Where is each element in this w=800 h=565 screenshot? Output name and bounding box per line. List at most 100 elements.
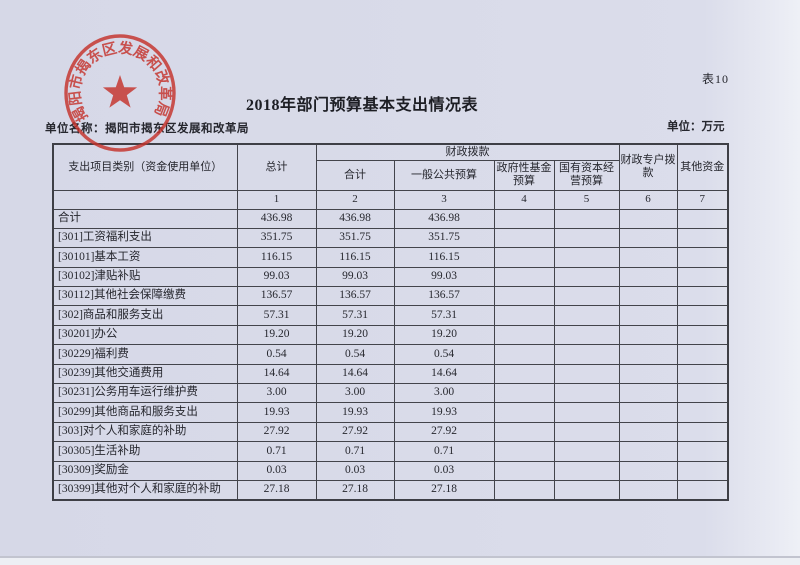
row-value: [553, 266, 620, 288]
row-value: 0.03: [393, 460, 495, 481]
table-number-tag: 表10: [702, 72, 730, 86]
row-label: [302]商品和服务支出: [52, 305, 238, 326]
header-total: 总计: [236, 143, 317, 191]
row-value: 19.20: [315, 324, 395, 346]
row-value: 3.00: [315, 383, 395, 404]
row-value: 57.31: [236, 305, 317, 326]
row-value: 116.15: [393, 247, 495, 268]
column-number: 6: [618, 189, 678, 210]
row-value: [493, 441, 555, 462]
header-fiscal-subtotal: 合计: [315, 159, 395, 191]
row-label: [303]对个人和家庭的补助: [52, 421, 238, 443]
row-value: 351.75: [236, 227, 317, 249]
header-general-public-budget: 一般公共预算: [393, 159, 495, 191]
row-value: 19.20: [393, 324, 495, 346]
row-value: [493, 324, 555, 346]
row-label: 合计: [52, 208, 238, 229]
row-value: 351.75: [393, 227, 495, 249]
row-value: [493, 286, 555, 307]
row-value: [618, 324, 678, 346]
row-value: [553, 441, 620, 462]
row-value: [676, 324, 729, 346]
row-value: [618, 208, 678, 229]
row-value: 99.03: [393, 266, 495, 288]
row-value: [493, 460, 555, 481]
row-value: 99.03: [315, 266, 395, 288]
header-row-column-numbers: 1 2 3 4 5 6 7: [52, 189, 729, 210]
row-value: [493, 305, 555, 326]
row-value: [618, 441, 678, 462]
row-value: 19.93: [236, 402, 317, 423]
row-value: 3.00: [236, 383, 317, 404]
row-value: [493, 421, 555, 443]
row-label: [30299]其他商品和服务支出: [52, 402, 238, 423]
row-value: 27.92: [315, 421, 395, 443]
table-row: [303]对个人和家庭的补助 27.92 27.92 27.92: [52, 421, 729, 443]
row-value: 27.18: [393, 479, 495, 501]
header-fiscal-appropriation-group: 财政拨款: [315, 143, 620, 161]
row-value: [553, 227, 620, 249]
row-value: [618, 363, 678, 385]
document-title: 2018年部门预算基本支出情况表: [246, 97, 479, 114]
row-value: [676, 479, 729, 501]
table-row: [30399]其他对个人和家庭的补助 27.18 27.18 27.18: [52, 479, 729, 501]
table-row: [30101]基本工资 116.15 116.15 116.15: [52, 247, 729, 268]
row-value: 0.03: [315, 460, 395, 481]
row-value: [618, 344, 678, 365]
row-value: [676, 460, 729, 481]
row-value: [676, 421, 729, 443]
table-header: 支出项目类别（资金使用单位） 总计 财政拨款 财政专户拨款 其他资金 合计 一般…: [52, 143, 729, 210]
row-value: 27.18: [315, 479, 395, 501]
header-state-capital-budget: 国有资本经营预算: [553, 159, 620, 191]
header-government-fund-budget: 政府性基金预算: [493, 159, 555, 191]
row-value: [676, 402, 729, 423]
table-row: [302]商品和服务支出 57.31 57.31 57.31: [52, 305, 729, 326]
row-value: 14.64: [315, 363, 395, 385]
row-value: [676, 344, 729, 365]
row-value: [553, 363, 620, 385]
row-value: 19.93: [393, 402, 495, 423]
table-row: [30201]办公 19.20 19.20 19.20: [52, 324, 729, 346]
row-label: [30201]办公: [52, 324, 238, 346]
row-label: [30309]奖励金: [52, 460, 238, 481]
table-row: [30112]其他社会保障缴费 136.57 136.57 136.57: [52, 286, 729, 307]
row-value: 0.71: [393, 441, 495, 462]
table-row: 合计 436.98 436.98 436.98: [52, 208, 729, 229]
row-value: [618, 383, 678, 404]
seal-text-path: 揭阳市揭东区发展和改革局: [66, 38, 174, 124]
row-value: 57.31: [393, 305, 495, 326]
row-value: 0.71: [315, 441, 395, 462]
row-value: [618, 266, 678, 288]
row-label: [301]工资福利支出: [52, 227, 238, 249]
row-value: 436.98: [393, 208, 495, 229]
row-value: [493, 383, 555, 404]
row-value: 0.71: [236, 441, 317, 462]
header-category: 支出项目类别（资金使用单位）: [52, 143, 238, 191]
row-value: [553, 286, 620, 307]
column-number: 1: [236, 189, 317, 210]
seal-star-icon: [102, 75, 138, 108]
table-body: 合计 436.98 436.98 436.98 [301]工资福利支出 351.75 351…: [52, 208, 729, 501]
row-value: [553, 383, 620, 404]
table-row: [30309]奖励金 0.03 0.03 0.03: [52, 460, 729, 481]
header-row-sub: 合计 一般公共预算 政府性基金预算 国有资本经营预算: [53, 159, 728, 191]
table-row: [30102]津贴补贴 99.03 99.03 99.03: [52, 266, 729, 288]
row-value: [618, 402, 678, 423]
column-number: 2: [315, 189, 395, 210]
column-number: 3: [393, 189, 495, 210]
row-value: [618, 421, 678, 443]
row-value: 3.00: [393, 383, 495, 404]
table-row: [30229]福利费 0.54 0.54 0.54: [52, 344, 729, 365]
official-seal: 揭阳市揭东区发展和改革局: [64, 34, 176, 152]
row-value: [676, 441, 729, 462]
row-value: 136.57: [236, 286, 317, 307]
row-value: [618, 305, 678, 326]
row-label: [30102]津贴补贴: [52, 266, 238, 288]
column-number: 4: [493, 189, 555, 210]
row-value: 116.15: [315, 247, 395, 268]
row-value: [493, 227, 555, 249]
row-value: 14.64: [236, 363, 317, 385]
row-value: [676, 286, 729, 307]
row-value: 0.54: [393, 344, 495, 365]
